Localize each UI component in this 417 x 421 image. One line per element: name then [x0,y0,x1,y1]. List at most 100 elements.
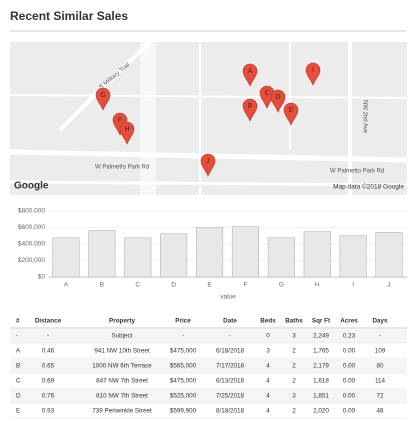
table-cell: 0.65 [42,363,55,370]
table-cell: 3 [266,348,270,355]
x-tick-label: F [243,282,247,289]
table-cell: 739 Periwinkle Street [92,408,152,415]
table: # Distance Property Price Date Beds Baths Sqr F… [10,318,407,419]
bar [52,237,80,278]
column-header: Baths [285,318,303,325]
pin-label: F [118,117,122,124]
table-cell: 3 [292,333,296,340]
map-pin [95,87,111,111]
map-pin [119,121,135,145]
table-cell: 0.00 [343,378,356,385]
table-cell: 4 [266,378,270,385]
street-label: NW 2nd Ave [361,100,367,134]
table-cell: 2 [292,378,296,385]
table-cell: D [16,393,21,400]
table-cell: 4 [266,363,270,370]
street-label: W Palmetto Park Rd [330,169,384,175]
column-header: Distance [35,318,62,325]
bar [339,235,367,278]
table-cell: 0.93 [42,408,55,415]
table-cell: 2 [292,408,296,415]
pin-label: D [275,94,280,101]
table-cell: - [182,333,184,340]
x-tick-label: I [352,282,354,289]
pin-label: A [248,68,253,75]
table-cell: 8/18/2018 [216,408,245,415]
table-cell: $525,000 [170,393,197,400]
x-tick-label: H [315,282,320,289]
table-cell: 0.00 [343,348,356,355]
table-cell: 2,179 [313,363,329,370]
bar [267,237,295,278]
pin-label: G [100,92,105,99]
road [9,180,408,187]
map-pin [270,89,286,113]
pin-label: I [312,67,314,74]
column-header: # [16,318,20,325]
row-background [10,329,407,343]
table-cell: 48 [376,408,384,415]
table-cell: $475,000 [170,378,197,385]
table-cell: 6/18/2018 [216,348,245,355]
table-cell: 0.69 [42,378,55,385]
x-tick-label: C [135,282,140,289]
bar [160,233,188,278]
row-background [10,359,407,373]
table-cell: 109 [375,348,386,355]
table-cell: $475,000 [170,348,197,355]
table-cell: 6/13/2018 [216,378,245,385]
table-cell: $565,000 [170,363,197,370]
table-cell: A [16,348,21,355]
table-cell: C [16,378,21,385]
bar [375,232,403,278]
table-cell: 2 [292,348,296,355]
bar [88,230,116,278]
map-pin [242,63,258,87]
table-cell: 810 NW 7th Street [96,393,148,400]
pins: A B CD E F G H I J [95,62,321,177]
table-cell: - [47,333,49,340]
table-cell: 847 NW 7th Street [96,378,148,385]
x-tick-label: E [207,282,212,289]
map-attribution: Map data ©2018 Google [333,183,404,191]
map-block [140,42,156,195]
table-cell: 2 [292,363,296,370]
chart: value $0 $200,000 $400,000 $600,000 $800,000… [18,208,407,301]
table-cell: 3 [292,393,296,400]
table-cell: 72 [376,393,384,400]
map-pin [283,102,299,126]
bar [124,237,152,278]
table-cell: $599,900 [170,408,197,415]
pin-label: B [248,103,253,110]
column-header: Sqr Ft [312,318,331,325]
map-pin [305,62,321,86]
column-header: Date [223,318,237,325]
table-cell: 1,618 [313,378,329,385]
bar [231,226,259,278]
bar [196,227,224,278]
pin-label: E [289,107,294,114]
table-cell: 0.00 [343,393,356,400]
pin-label: C [264,90,269,97]
table-cell: 0.00 [343,363,356,370]
table-cell: E [16,408,20,415]
y-tick-label: $600,000 [18,224,45,231]
table-cell: 941 NW 10th Street [94,348,150,355]
x-axis-label: value [220,294,236,301]
map-logo: Google [14,181,49,192]
pin-label: J [206,158,210,165]
column-header: Price [175,318,191,325]
table-cell: 1,765 [313,348,329,355]
table-cell: 80 [376,363,384,370]
table-cell: Subject [111,333,132,340]
x-tick-label: J [387,282,390,289]
y-tick-label: $800,000 [18,208,45,215]
x-tick-label: A [64,282,69,289]
y-tick-label: $200,000 [18,257,45,264]
x-tick-label: D [171,282,176,289]
road [58,40,152,132]
bar [303,231,331,278]
table-cell: - [16,333,18,340]
page-title: Recent Similar Sales [10,9,128,23]
table-cell: 1000 NW 6th Terrace [92,363,152,370]
